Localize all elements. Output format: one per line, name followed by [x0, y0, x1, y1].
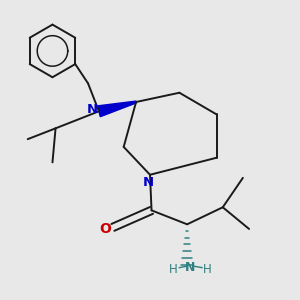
Text: N: N: [86, 103, 98, 116]
Text: H: H: [203, 263, 212, 276]
Text: O: O: [99, 222, 111, 236]
Text: H: H: [169, 263, 178, 276]
Text: N: N: [143, 176, 154, 189]
Polygon shape: [98, 101, 136, 117]
Text: N: N: [185, 260, 195, 274]
